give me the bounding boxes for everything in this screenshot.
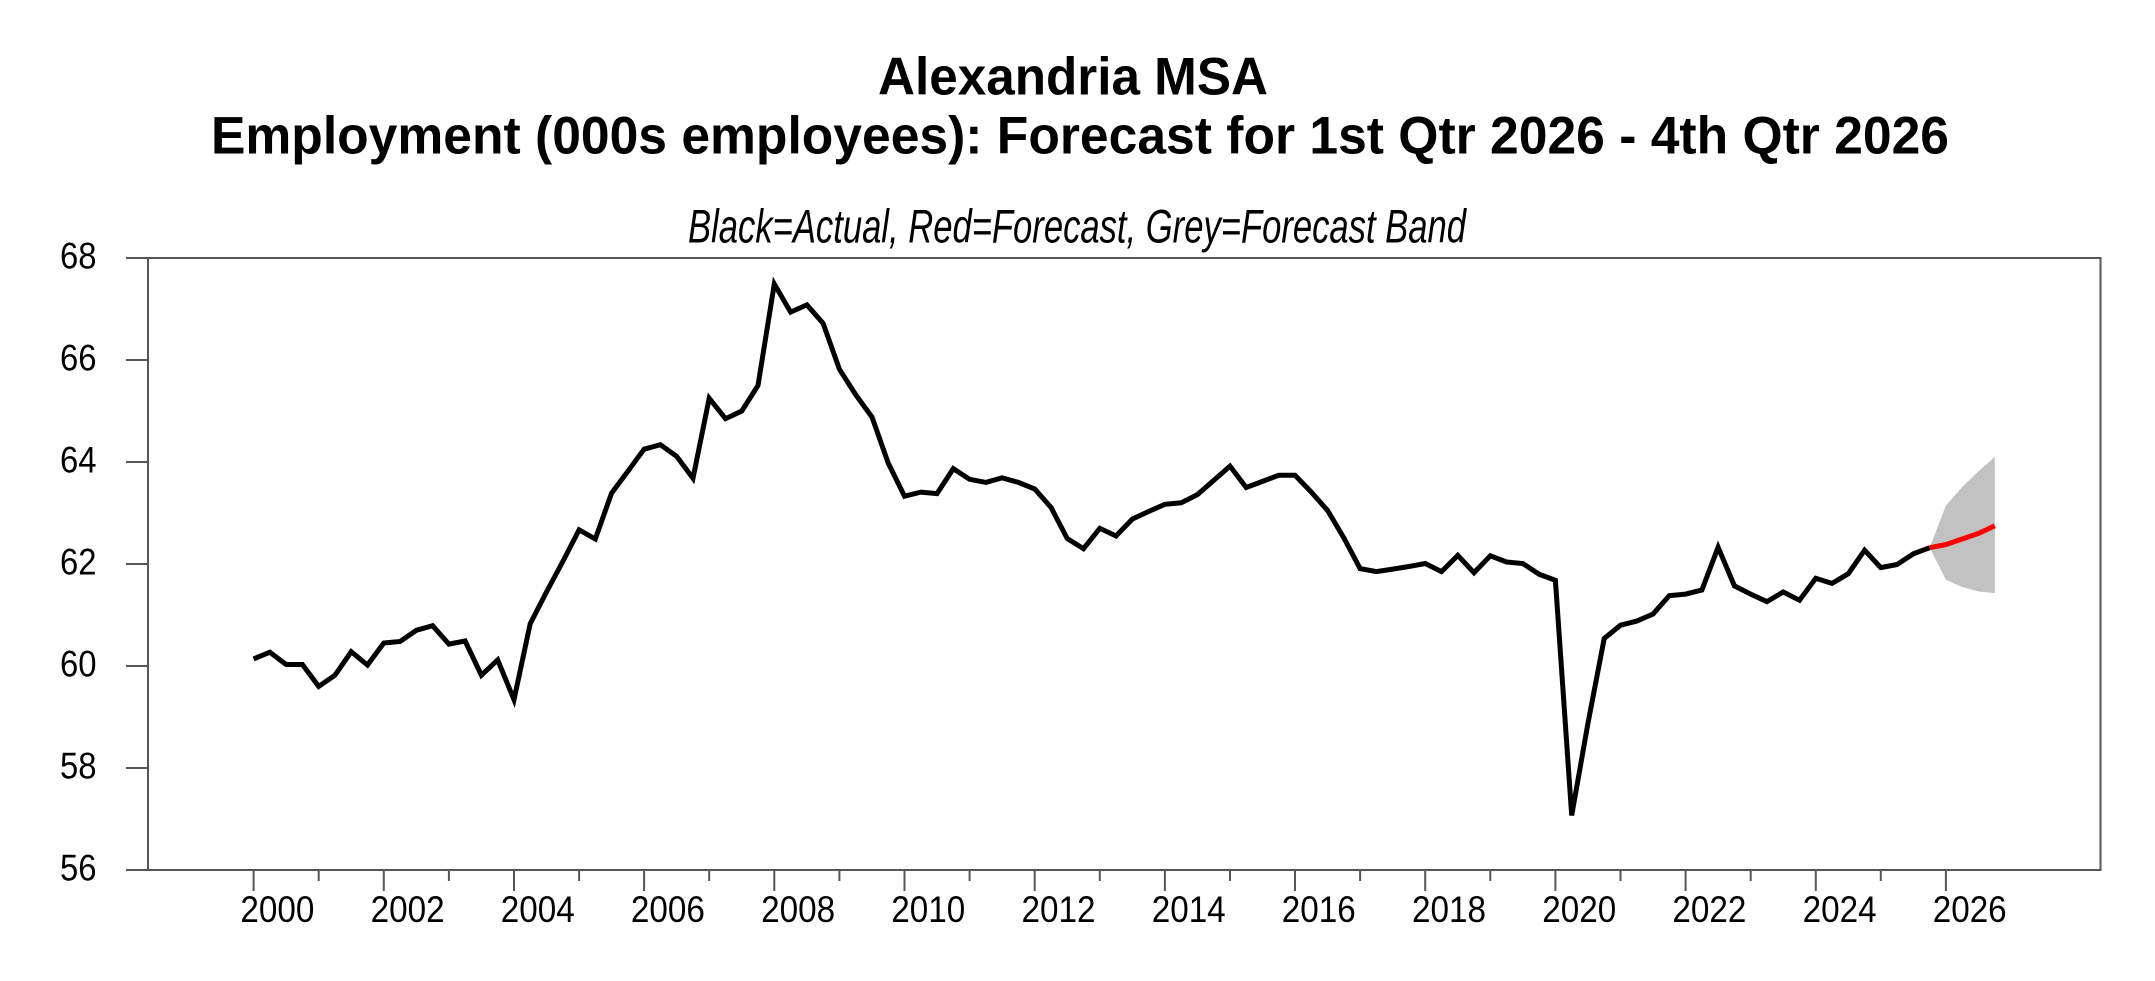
svg-text:62: 62 (60, 542, 97, 583)
svg-text:2004: 2004 (501, 889, 575, 930)
svg-text:2014: 2014 (1152, 889, 1226, 930)
svg-text:Black=Actual, Red=Forecast, Gr: Black=Actual, Red=Forecast, Grey=Forecas… (688, 199, 1467, 252)
svg-text:56: 56 (60, 848, 97, 889)
svg-text:2006: 2006 (631, 889, 705, 930)
svg-text:Alexandria MSA: Alexandria MSA (878, 48, 1268, 107)
svg-text:2020: 2020 (1542, 889, 1616, 930)
svg-text:2002: 2002 (371, 889, 445, 930)
svg-text:Employment (000s employees): F: Employment (000s employees): Forecast fo… (211, 107, 1949, 166)
svg-text:2026: 2026 (1933, 889, 2007, 930)
svg-text:2016: 2016 (1282, 889, 1356, 930)
svg-text:58: 58 (60, 746, 97, 787)
svg-text:2024: 2024 (1803, 889, 1877, 930)
svg-text:2012: 2012 (1022, 889, 1096, 930)
svg-text:2018: 2018 (1412, 889, 1486, 930)
svg-text:60: 60 (60, 644, 97, 685)
svg-text:2022: 2022 (1672, 889, 1746, 930)
svg-text:2010: 2010 (891, 889, 965, 930)
svg-text:66: 66 (60, 338, 97, 379)
svg-text:2008: 2008 (761, 889, 835, 930)
svg-text:2000: 2000 (240, 889, 314, 930)
svg-text:68: 68 (60, 236, 97, 277)
svg-text:64: 64 (60, 440, 97, 481)
